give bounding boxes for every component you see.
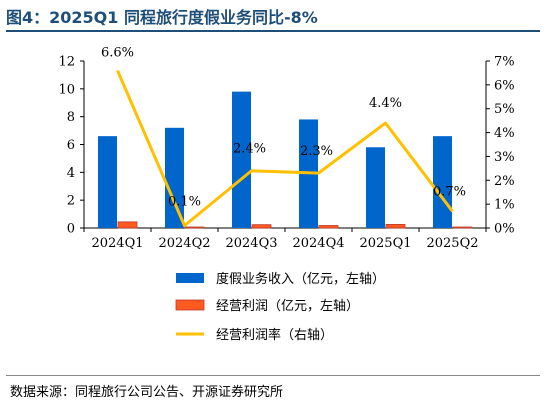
- operating-profit-bar: [251, 224, 272, 229]
- margin-data-label: 2.4%: [233, 142, 266, 157]
- left-tick-label: 12: [58, 55, 75, 70]
- margin-line: [116, 69, 454, 228]
- legend-swatch-revenue: [176, 273, 204, 283]
- left-tick-label: 2: [67, 194, 75, 209]
- operating-profit-bar: [385, 223, 406, 229]
- operating-profit-bar: [452, 226, 473, 229]
- left-tick-label: 6: [67, 138, 75, 153]
- left-tick-label: 10: [58, 82, 75, 97]
- chart-title: 图4：2025Q1 同程旅行度假业务同比-8%: [6, 8, 318, 27]
- x-tick-label: 2024Q2: [158, 236, 210, 251]
- source-note: 数据来源：同程旅行公司公告、开源证券研究所: [10, 385, 284, 400]
- legend-label-revenue: 度假业务收入（亿元，左轴）: [216, 271, 385, 287]
- right-tick-label: 4%: [494, 126, 515, 141]
- title-divider: [6, 30, 540, 32]
- left-tick-label: 4: [67, 166, 75, 181]
- revenue-bar: [98, 136, 117, 228]
- source-divider: [6, 375, 540, 376]
- margin-data-label: 0.1%: [168, 195, 201, 210]
- revenue-bar: [433, 136, 452, 228]
- margin-data-label: 0.7%: [433, 184, 466, 199]
- operating-profit-bar: [184, 226, 205, 229]
- chart: 0 2 4 6 8 10 12 0% 1% 2% 3% 4% 5% 6% 7% 2024Q1 2024Q2 202…: [58, 46, 515, 343]
- operating-profit-bar: [117, 221, 138, 229]
- revenue-bar: [232, 91, 251, 228]
- x-tick-label: 2025Q2: [426, 236, 478, 251]
- revenue-bar: [366, 147, 385, 228]
- x-tick-label: 2024Q4: [292, 236, 344, 251]
- right-tick-label: 3%: [494, 150, 515, 165]
- left-tick-label: 8: [67, 110, 75, 125]
- right-tick-label: 2%: [494, 174, 515, 189]
- right-tick-label: 1%: [494, 198, 515, 213]
- legend-label-margin: 经营利润率（右轴）: [216, 327, 333, 343]
- left-tick-label: 0: [67, 222, 75, 237]
- operating-profit-bar: [318, 225, 339, 229]
- right-tick-label: 0%: [494, 222, 515, 237]
- x-tick-label: 2024Q1: [91, 236, 143, 251]
- legend-label-operating-profit: 经营利润（亿元，左轴）: [216, 299, 359, 314]
- legend-swatch-operating-profit: [175, 299, 205, 311]
- x-tick-label: 2025Q1: [359, 236, 411, 251]
- right-tick-label: 5%: [494, 102, 515, 117]
- revenue-bar: [165, 127, 184, 228]
- margin-data-label: 2.3%: [300, 144, 333, 159]
- right-tick-label: 7%: [494, 55, 515, 70]
- margin-data-label: 6.6%: [101, 46, 134, 61]
- right-tick-label: 6%: [494, 78, 515, 93]
- margin-data-label: 4.4%: [369, 96, 402, 111]
- x-tick-label: 2024Q3: [225, 236, 277, 251]
